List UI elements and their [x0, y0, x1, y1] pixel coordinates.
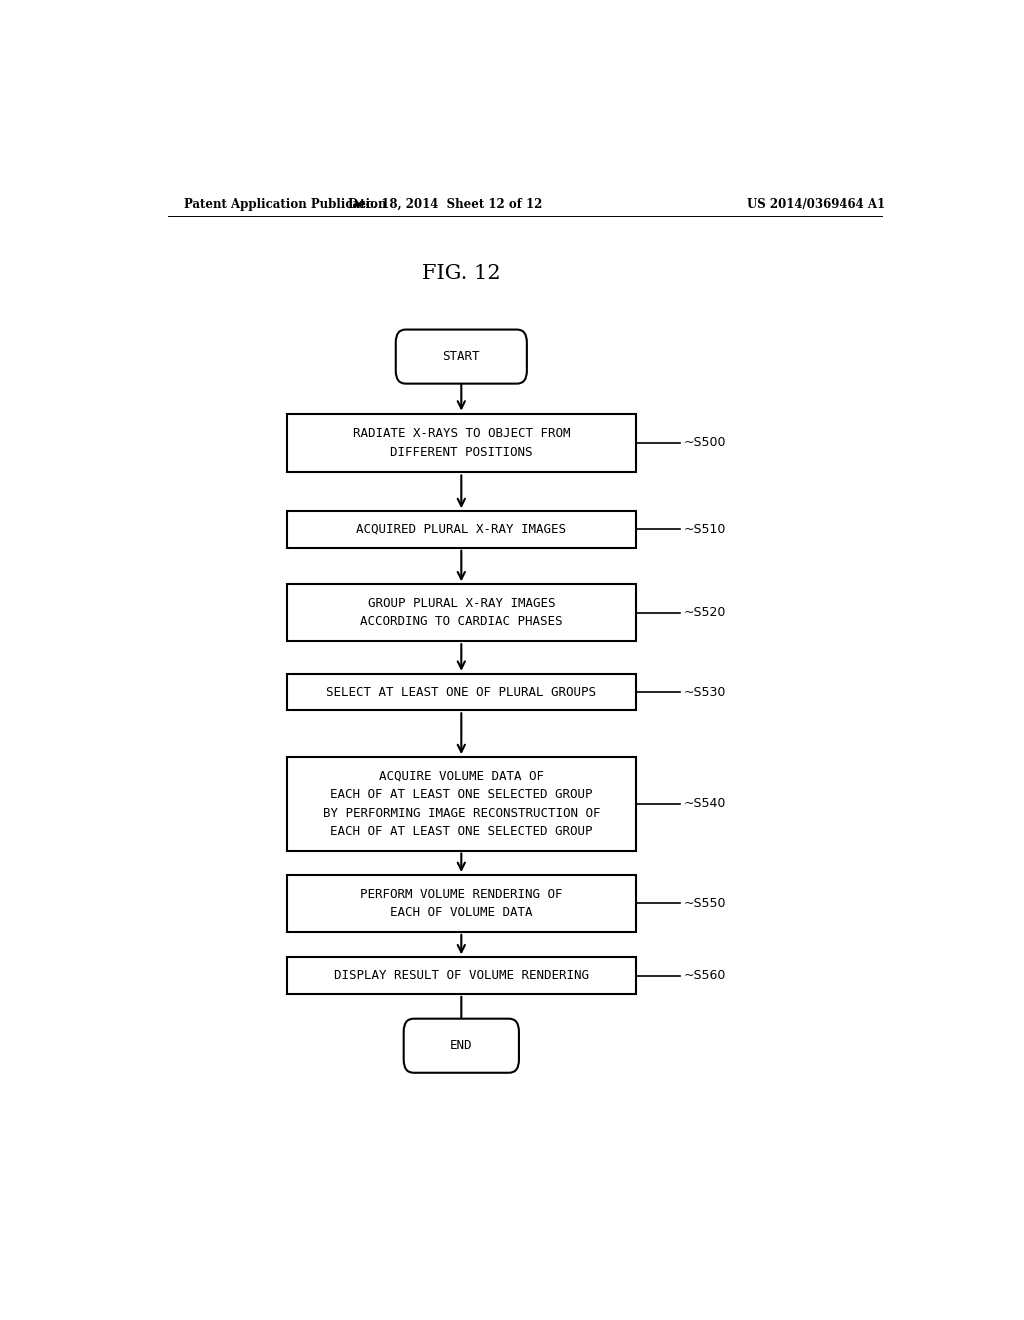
Text: ACQUIRED PLURAL X-RAY IMAGES: ACQUIRED PLURAL X-RAY IMAGES — [356, 523, 566, 536]
Text: ~S540: ~S540 — [684, 797, 726, 810]
Text: Dec. 18, 2014  Sheet 12 of 12: Dec. 18, 2014 Sheet 12 of 12 — [348, 198, 543, 211]
Text: ~S550: ~S550 — [684, 896, 726, 909]
Text: ACQUIRE VOLUME DATA OF
EACH OF AT LEAST ONE SELECTED GROUP
BY PERFORMING IMAGE R: ACQUIRE VOLUME DATA OF EACH OF AT LEAST … — [323, 770, 600, 838]
Bar — [287, 511, 636, 548]
Text: ~S510: ~S510 — [684, 523, 726, 536]
Bar — [287, 413, 636, 473]
Text: DISPLAY RESULT OF VOLUME RENDERING: DISPLAY RESULT OF VOLUME RENDERING — [334, 969, 589, 982]
Text: ~S560: ~S560 — [684, 969, 726, 982]
Text: SELECT AT LEAST ONE OF PLURAL GROUPS: SELECT AT LEAST ONE OF PLURAL GROUPS — [327, 685, 596, 698]
Text: ~S520: ~S520 — [684, 606, 726, 619]
Bar — [287, 585, 636, 642]
Text: RADIATE X-RAYS TO OBJECT FROM
DIFFERENT POSITIONS: RADIATE X-RAYS TO OBJECT FROM DIFFERENT … — [352, 428, 570, 459]
FancyBboxPatch shape — [395, 330, 527, 384]
Text: Patent Application Publication: Patent Application Publication — [183, 198, 386, 211]
Text: US 2014/0369464 A1: US 2014/0369464 A1 — [748, 198, 885, 211]
Text: FIG. 12: FIG. 12 — [422, 264, 501, 282]
FancyBboxPatch shape — [403, 1019, 519, 1073]
Text: GROUP PLURAL X-RAY IMAGES
ACCORDING TO CARDIAC PHASES: GROUP PLURAL X-RAY IMAGES ACCORDING TO C… — [360, 597, 562, 628]
Text: ~S530: ~S530 — [684, 685, 726, 698]
Text: PERFORM VOLUME RENDERING OF
EACH OF VOLUME DATA: PERFORM VOLUME RENDERING OF EACH OF VOLU… — [360, 887, 562, 919]
Text: START: START — [442, 350, 480, 363]
Bar — [287, 875, 636, 932]
Bar — [287, 673, 636, 710]
Text: END: END — [451, 1039, 472, 1052]
Text: ~S500: ~S500 — [684, 437, 726, 450]
Bar — [287, 957, 636, 994]
Bar — [287, 758, 636, 850]
